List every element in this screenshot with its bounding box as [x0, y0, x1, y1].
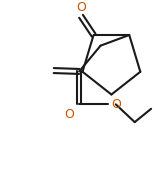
Text: O: O — [76, 1, 87, 14]
Text: O: O — [111, 98, 121, 111]
Text: O: O — [64, 108, 74, 121]
